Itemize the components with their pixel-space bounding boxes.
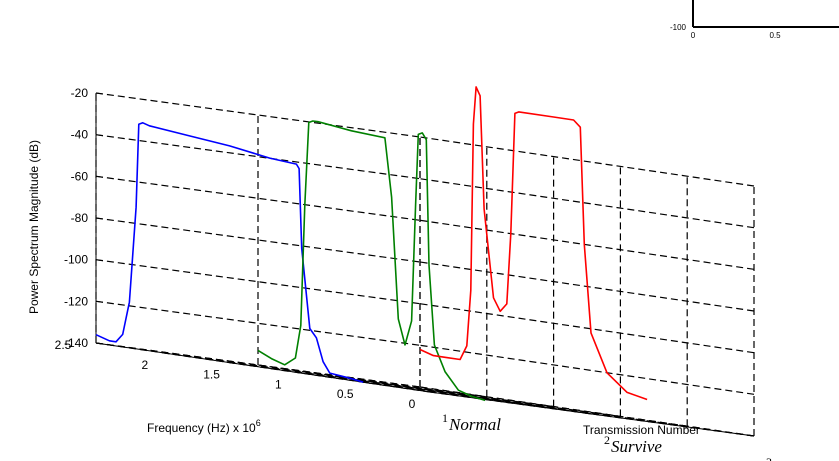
y-axis-label: Transmission Number — [583, 423, 700, 437]
z-tick-mark — [95, 300, 104, 303]
grid-line — [257, 364, 593, 415]
z-tick-label: -60 — [71, 169, 89, 183]
series-line-1 — [95, 122, 364, 383]
x-tick-label: 0.5 — [337, 387, 354, 401]
x-axis-label: Frequency (Hz) x 106 — [147, 418, 261, 435]
x-axis-line — [95, 342, 431, 393]
x-tick-label: 2 — [141, 358, 148, 372]
y-tick-number: 3 — [766, 455, 772, 461]
y-tick-name: Normal — [448, 415, 501, 434]
x-tick-label: 1.5 — [203, 368, 220, 382]
x-tick-label: 1 — [275, 377, 282, 391]
data-series — [95, 86, 648, 402]
inset-tick-x0: 0 — [691, 31, 696, 40]
y-tick-name: Survive — [773, 459, 824, 461]
y-tick-number: 2 — [604, 433, 610, 447]
inset-tick-x1: 0.5 — [769, 31, 781, 40]
z-tick-mark — [95, 92, 104, 95]
z-tick-mark — [95, 134, 104, 137]
grid-line — [419, 344, 755, 395]
y-tick-number: 1 — [442, 411, 448, 425]
z-tick-mark — [95, 259, 104, 262]
z-tick-label: -40 — [71, 128, 89, 142]
series-line-3 — [419, 86, 648, 401]
grid-line — [419, 386, 755, 437]
z-axis-label: Power Spectrum Magnitude (dB) — [27, 140, 41, 314]
grid-line — [419, 219, 755, 270]
z-tick-mark — [95, 175, 104, 178]
z-tick-label: -100 — [64, 253, 88, 267]
y-tick-name: Survive — [611, 437, 662, 456]
z-tick-label: -80 — [71, 211, 89, 225]
grid-line — [419, 136, 755, 187]
x-tick-label: 2.5 — [55, 338, 72, 352]
inset-tick-y: -100 — [670, 23, 687, 32]
z-tick-mark — [95, 342, 104, 345]
z-tick-label: -120 — [64, 294, 88, 308]
grid-line — [419, 303, 755, 354]
inset-axes: -100 0 0.5 — [670, 0, 839, 40]
z-tick-label: -140 — [64, 336, 88, 350]
x-axis-label-exponent: 6 — [256, 418, 261, 428]
axes-grid — [95, 92, 755, 437]
z-tick-mark — [95, 217, 104, 220]
grid-line — [419, 178, 755, 229]
z-tick-label: -20 — [71, 86, 89, 100]
series-line-2 — [257, 120, 486, 402]
x-tick-label: 0 — [409, 397, 416, 411]
x-axis-label-text: Frequency (Hz) x 10 — [147, 421, 256, 435]
